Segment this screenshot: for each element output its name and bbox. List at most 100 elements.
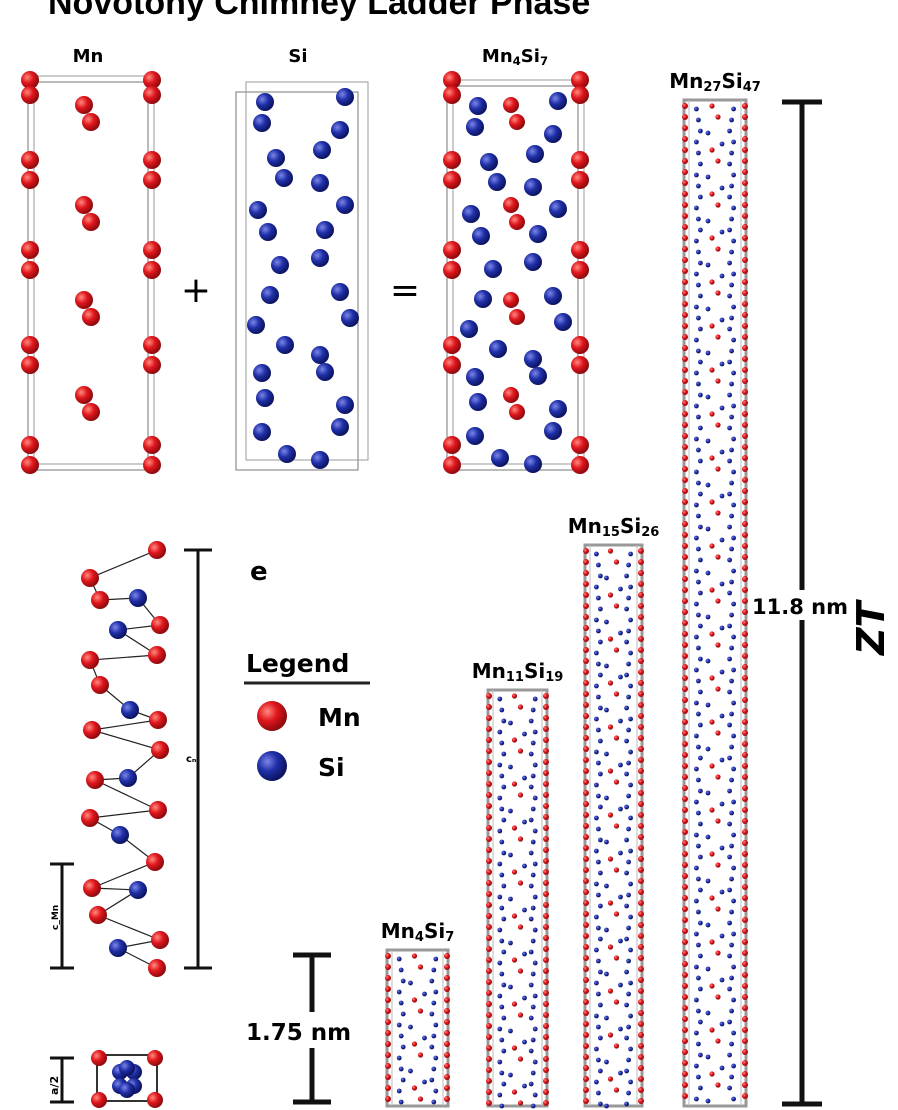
mn-atom [543, 1100, 549, 1106]
mn-atom [486, 968, 492, 974]
si-atom [256, 93, 274, 111]
si-atom [720, 318, 725, 323]
si-atom [696, 283, 701, 288]
si-atom [604, 1060, 609, 1065]
mn-atom [583, 1010, 589, 1016]
si-atom [598, 640, 603, 645]
si-atom [727, 954, 732, 959]
si-atom [729, 316, 734, 321]
mn-atom [512, 1045, 517, 1050]
mn-atom [583, 691, 589, 697]
mn-atom [486, 726, 492, 732]
mn-atom [638, 856, 644, 862]
si-atom [596, 893, 601, 898]
mn-atom [486, 847, 492, 853]
mn-atom [147, 1092, 163, 1108]
mn-atom [512, 781, 517, 786]
mn-atom [444, 997, 450, 1003]
mn-atom [614, 955, 619, 960]
si-atom [508, 941, 513, 946]
si-atom [336, 196, 354, 214]
mn-atom [682, 1060, 688, 1066]
si-atom [531, 939, 536, 944]
mn-atom [682, 983, 688, 989]
si-atom [331, 418, 349, 436]
mn-atom [583, 636, 589, 642]
si-atom [624, 1036, 629, 1041]
si-atom [727, 459, 732, 464]
element-symbol: Mn [482, 46, 513, 67]
si-atom [598, 904, 603, 909]
mn-atom [608, 724, 613, 729]
si-atom [628, 1014, 633, 1019]
mn-atom [151, 741, 169, 759]
mn-atom [682, 378, 688, 384]
si-atom [499, 939, 504, 944]
si-atom [399, 1100, 404, 1105]
si-atom [596, 1058, 601, 1063]
mn-atom [638, 823, 644, 829]
mn-atom [146, 853, 164, 871]
si-atom [529, 950, 534, 955]
mn-atom [715, 686, 720, 691]
si-atom [696, 580, 701, 585]
mn-atom [742, 257, 748, 263]
mn-atom [682, 367, 688, 373]
panel-letter: e [250, 557, 268, 587]
si-atom [706, 835, 711, 840]
si-atom [499, 906, 504, 911]
element-symbol: Si [524, 659, 545, 683]
mn-atom [143, 171, 161, 189]
mn-atom [21, 336, 39, 354]
mn-atom [486, 869, 492, 875]
mn-atom [682, 532, 688, 538]
si-atom [604, 928, 609, 933]
mn-atom [742, 433, 748, 439]
mn-atom [486, 935, 492, 941]
si-atom [401, 979, 406, 984]
mn-atom [583, 1043, 589, 1049]
si-atom [694, 536, 699, 541]
mn-atom [385, 1085, 391, 1091]
mn-atom [682, 950, 688, 956]
mn-atom [143, 241, 161, 259]
mn-atom [443, 456, 461, 474]
element-symbol: Si [521, 46, 540, 67]
mn-atom [638, 713, 644, 719]
si-atom [727, 723, 732, 728]
mn-atom [682, 554, 688, 560]
si-atom [698, 558, 703, 563]
mn-atom [608, 636, 613, 641]
si-atom [731, 437, 736, 442]
mn-atom [715, 246, 720, 251]
si-atom [497, 1060, 502, 1065]
mn-atom [486, 803, 492, 809]
si-atom [529, 851, 534, 856]
si-atom [706, 967, 711, 972]
si-atom [696, 547, 701, 552]
mn-atom [443, 171, 461, 189]
si-atom [594, 849, 599, 854]
mn-atom [682, 818, 688, 824]
mn-atom [571, 151, 589, 169]
mn-atom [715, 158, 720, 163]
si-atom [109, 621, 127, 639]
mn-atom [486, 704, 492, 710]
mn-atom [143, 456, 161, 474]
si-atom [311, 174, 329, 192]
mn-atom [486, 1100, 492, 1106]
mn-atom [638, 1098, 644, 1104]
title: Novotony Chimney Ladder Phase [48, 0, 590, 22]
mn-atom [682, 356, 688, 362]
si-atom [698, 228, 703, 233]
si-atom [727, 129, 732, 134]
si-atom [501, 1016, 506, 1021]
mn-atom [583, 779, 589, 785]
si-atom [408, 981, 413, 986]
si-atom [594, 585, 599, 590]
element-symbol: Mn [669, 69, 703, 93]
mn-atom [742, 642, 748, 648]
mn-atom [583, 658, 589, 664]
mn-atom [543, 891, 549, 897]
mn-atom [682, 994, 688, 1000]
